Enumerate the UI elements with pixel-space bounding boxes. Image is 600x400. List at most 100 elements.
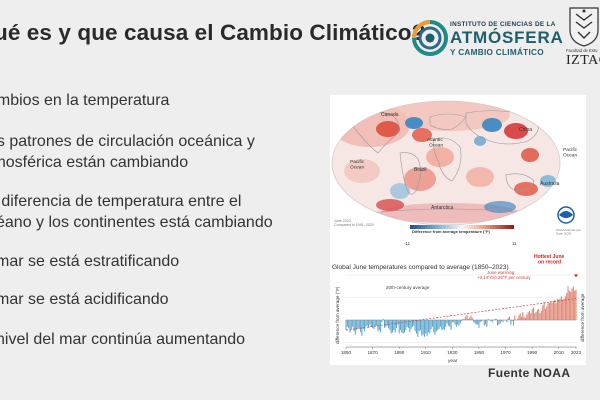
chart-bar xyxy=(516,318,519,320)
chart-bar xyxy=(418,320,420,332)
chart-bar xyxy=(365,320,367,327)
bullet-item: l nivel del mar continúa aumentando xyxy=(0,329,245,350)
chart-bar xyxy=(414,320,416,332)
chart-bar xyxy=(518,315,520,320)
chart-bar xyxy=(388,320,390,328)
chart-bar xyxy=(528,311,530,320)
chart-bar xyxy=(353,320,355,332)
chart-bar xyxy=(443,320,445,331)
noaa-figure: Canada Atlantic Ocean Pacific Ocean Pacifi… xyxy=(330,95,586,365)
chart-bar xyxy=(524,317,527,320)
chart-bar xyxy=(514,315,516,320)
chart-bar xyxy=(358,320,360,329)
chart-bar xyxy=(382,318,384,320)
chart-bar xyxy=(357,320,359,328)
chart-bar xyxy=(507,317,509,320)
chart-bar xyxy=(455,320,457,327)
chart-bar xyxy=(483,320,485,326)
chart-bar xyxy=(449,320,451,327)
chart-bar xyxy=(403,320,406,333)
chart-bar xyxy=(543,302,545,320)
chart-bar xyxy=(380,320,382,333)
chart-bar xyxy=(450,320,452,331)
chart-bar xyxy=(426,320,428,336)
chart-bar xyxy=(462,318,464,320)
chart-bar xyxy=(477,320,479,325)
map-label-pacific-right-line1: Pacific xyxy=(563,147,578,153)
map-caption-line1: June 2023 xyxy=(334,219,351,223)
chart-bar xyxy=(346,320,348,327)
chart-bar xyxy=(506,320,508,323)
chart-bar xyxy=(413,320,415,326)
chart-bar xyxy=(526,314,528,320)
chart-bar xyxy=(486,320,488,327)
university-logo: Facultad de Estu IZTAC xyxy=(564,4,600,68)
chart-bar xyxy=(469,317,471,320)
chart-bar xyxy=(540,311,542,320)
chart-bar xyxy=(562,299,564,320)
chart-bar xyxy=(431,320,433,327)
university-crest-icon xyxy=(569,7,599,47)
chart-bar xyxy=(574,290,576,320)
bullet-item: ambios en la temperatura xyxy=(0,90,169,111)
chart-bar xyxy=(398,320,400,334)
chart-bar xyxy=(397,320,399,325)
chart-bar xyxy=(394,320,396,333)
chart-bar xyxy=(539,313,541,320)
chart-bar xyxy=(499,320,501,324)
chart-bar xyxy=(392,320,394,333)
chart-bar xyxy=(366,320,368,326)
chart-bar xyxy=(459,320,461,324)
legend-colorbar xyxy=(410,225,514,229)
chart-bar xyxy=(461,320,463,322)
legend-title: Difference from average temperature (°F) xyxy=(412,229,491,234)
x-tick-label: 1950 xyxy=(474,350,485,355)
chart-bar xyxy=(372,320,374,328)
chart-bar xyxy=(546,306,548,320)
chart-bar xyxy=(522,312,524,320)
chart-bar xyxy=(376,320,378,326)
trend-label-line1: June warming xyxy=(487,270,515,275)
chart-bar xyxy=(497,320,499,326)
map-caption: June 2023 Compared to 1991–2020 xyxy=(334,219,374,227)
chart-bar xyxy=(495,318,497,320)
chart-bar xyxy=(350,320,352,329)
chart-bar xyxy=(442,320,444,329)
chart-bar xyxy=(512,320,515,326)
chart-bar xyxy=(502,320,504,323)
noaa-logo-icon xyxy=(557,206,575,224)
temperature-bar-chart: 1850 1870 1890 1910 1930 1950 1970 1990 2010 2023 xyxy=(341,274,582,355)
anomaly-map: Canada Atlantic Ocean Pacific Ocean Pacifi… xyxy=(331,100,578,226)
bullet-text: l mar se está estratificando xyxy=(0,253,180,270)
map-label-pacific-left-line2: Ocean xyxy=(350,165,364,171)
x-tick-label: 1970 xyxy=(500,350,511,355)
record-label: Hottest June on record xyxy=(534,254,565,266)
chart-bar xyxy=(555,303,557,320)
chart-bar xyxy=(458,320,460,326)
chart-bar xyxy=(498,320,500,325)
chart-bar xyxy=(422,320,424,335)
map-label-pacific-right: Pacific Ocean xyxy=(563,147,578,159)
chart-bar xyxy=(470,315,472,320)
chart-bar xyxy=(567,286,569,320)
x-tick-label: 1870 xyxy=(367,350,378,355)
map-label-china: China xyxy=(519,127,532,133)
chart-bar xyxy=(352,320,354,327)
chart-bar xyxy=(401,320,403,333)
chart-bar xyxy=(384,320,386,328)
chart-bar xyxy=(405,320,407,331)
chart-bar xyxy=(370,320,372,327)
chart-bar xyxy=(421,320,423,336)
chart-bar xyxy=(519,313,521,320)
chart-bar xyxy=(399,320,402,331)
chart-bar xyxy=(457,320,459,325)
source-label: Fuente NOAA xyxy=(488,366,571,380)
chart-bar xyxy=(390,320,392,334)
chart-bar xyxy=(437,320,439,331)
trend-line xyxy=(345,298,577,331)
map-label-pacific-right-line2: Ocean xyxy=(563,153,577,159)
chart-bar xyxy=(364,320,366,332)
chart-bar xyxy=(544,308,546,320)
map-label-antarctica: Antarctica xyxy=(431,205,453,211)
x-tick-label: 2010 xyxy=(554,350,565,355)
